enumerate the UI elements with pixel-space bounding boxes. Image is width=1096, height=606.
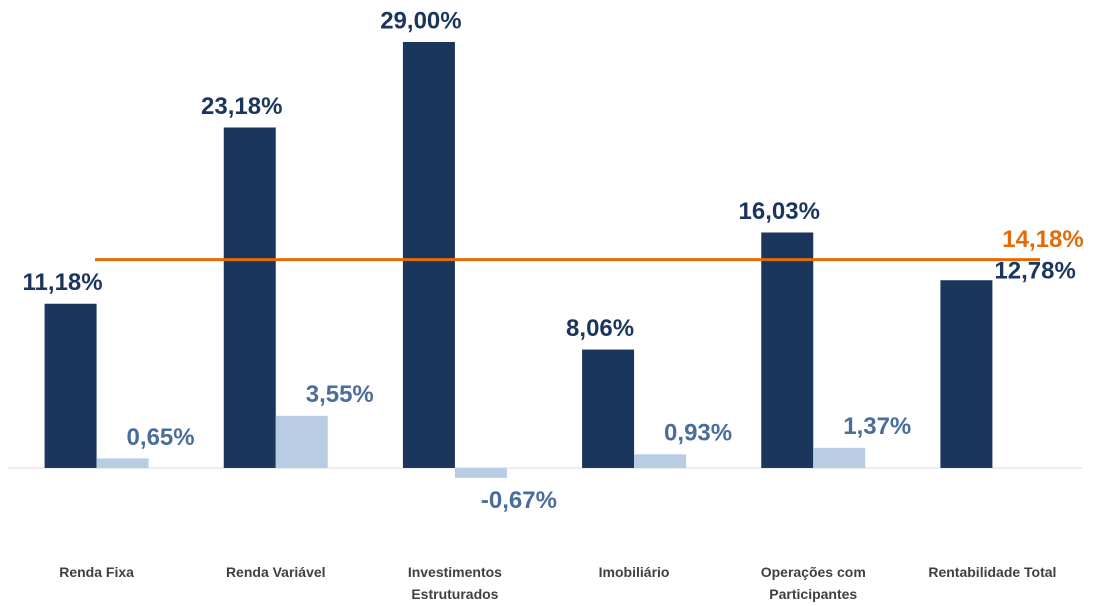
value-label: 1,37% xyxy=(843,413,911,440)
bar xyxy=(223,127,276,468)
bar xyxy=(96,458,149,468)
bar xyxy=(940,280,993,468)
value-label: 29,00% xyxy=(380,7,461,34)
value-label: 12,78% xyxy=(994,258,1075,285)
reference-label: 14,18% xyxy=(1002,226,1083,253)
x-tick-label: Renda Fixa xyxy=(59,564,134,580)
x-tick-label: Renda Variável xyxy=(225,564,326,580)
value-label: 3,55% xyxy=(306,381,374,408)
value-label: 23,18% xyxy=(201,93,282,120)
bar xyxy=(275,415,328,468)
x-tick-label: Rentabilidade Total xyxy=(928,564,1057,580)
x-tick-label: Investimentos Estruturados xyxy=(407,564,502,602)
value-label: 0,93% xyxy=(664,420,732,447)
value-label: 11,18% xyxy=(23,269,103,296)
value-label: 8,06% xyxy=(566,315,634,342)
x-tick-label: Operações com Participantes xyxy=(760,564,866,602)
bar xyxy=(813,447,866,468)
value-label: -0,67% xyxy=(481,487,557,514)
bar xyxy=(761,232,814,468)
value-label: 16,03% xyxy=(739,198,820,225)
bar xyxy=(402,41,455,468)
value-label: 0,65% xyxy=(127,424,195,451)
bar xyxy=(44,303,97,468)
x-tick-label: Imobiliário xyxy=(598,564,670,580)
bar xyxy=(582,349,635,468)
bar xyxy=(634,454,687,468)
bar xyxy=(454,467,507,478)
